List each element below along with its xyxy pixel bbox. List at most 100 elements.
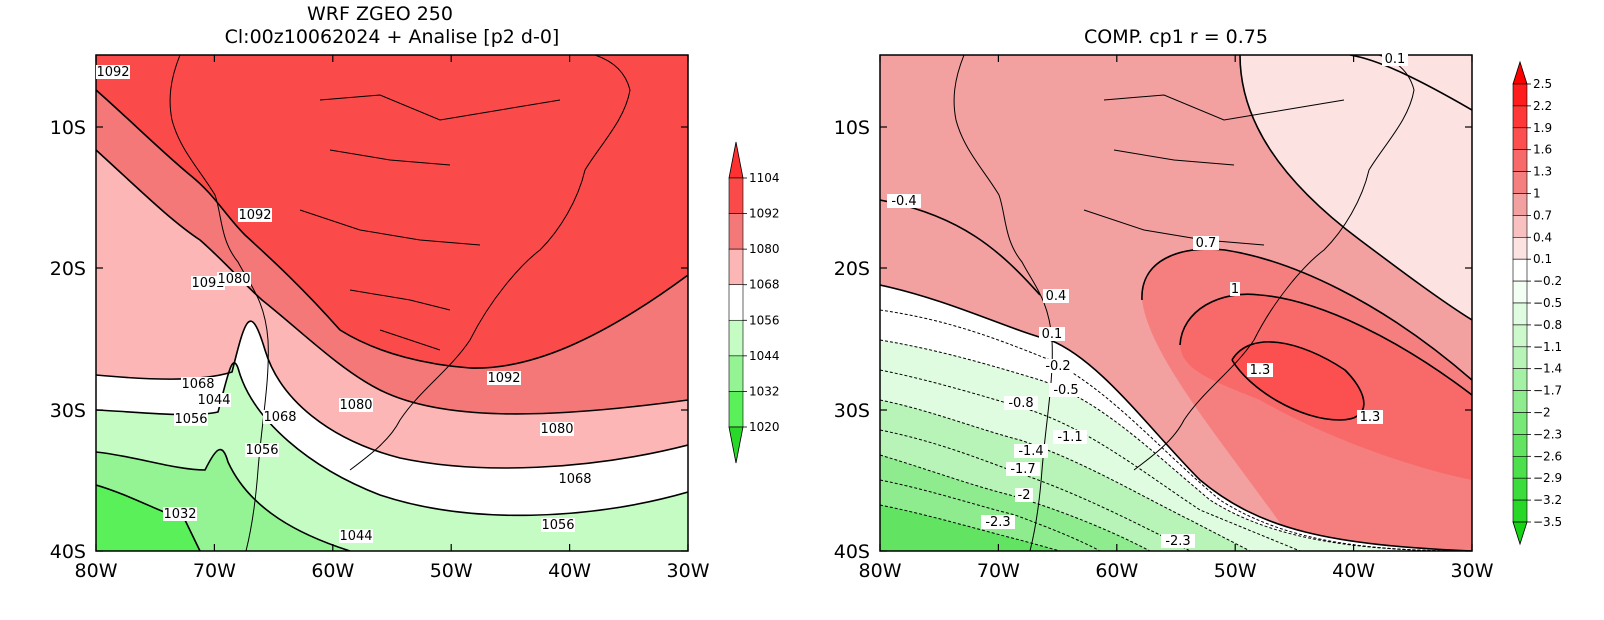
contour-label: 0.1 [1385, 52, 1406, 67]
contour-label-bg [1039, 327, 1065, 341]
contour-label: -1.7 [1010, 462, 1035, 477]
contour-label: 0.1 [1042, 327, 1063, 342]
contour-label-bg [558, 472, 592, 486]
right-contour-labels: 0.1-0.40.70.4 10.1-0.2-0.5-0.81.31.3-1.1-… [887, 52, 1408, 549]
colorbar-band [1512, 434, 1528, 457]
colorbar-band [728, 248, 744, 286]
contour-label: 0.7 [1196, 236, 1217, 251]
colorbar-band [1512, 499, 1528, 523]
lon-label: 40W [1332, 560, 1375, 582]
colorbar-band [1512, 302, 1528, 326]
contour-label: -2.3 [985, 515, 1010, 530]
colorbar-label: −2 [1533, 406, 1551, 420]
contour-label-bg [540, 422, 574, 436]
colorbar-label: 1104 [749, 171, 780, 185]
contour-label-bg [1014, 444, 1048, 458]
colorbar-label: 1056 [749, 313, 780, 327]
left-map-panel: WRF ZGEO 250 Cl:00z10062024 + Analise [p… [50, 3, 780, 582]
lon-label: 30W [667, 560, 710, 582]
colorbar-label: −2.6 [1533, 449, 1562, 463]
right-colorbar: 2.5 2.2 1.9 1.6 1.3 1 0.7 0.4 0.1 −0.2 −0.5 −0.8 −1.… [1512, 60, 1562, 546]
colorbar-top-arrow [1512, 60, 1528, 85]
right-map-panel: COMP. cp1 r = 0.75 [834, 26, 1562, 582]
colorbar-label: −0.5 [1533, 296, 1562, 310]
colorbar-band [1512, 105, 1528, 129]
contour-label: -2 [1018, 488, 1031, 503]
colorbar-band [728, 177, 744, 214]
colorbar-label: 1032 [749, 384, 780, 398]
colorbar-label: 1.3 [1533, 165, 1552, 179]
lat-label: 30S [50, 400, 86, 422]
colorbar-band [1512, 127, 1528, 151]
colorbar-label: −3.2 [1533, 493, 1562, 507]
contour-label: -2.3 [1165, 534, 1190, 549]
contour-label-bg [245, 443, 279, 457]
contour-label: 1056 [245, 443, 278, 458]
contour-label: -0.2 [1045, 359, 1070, 374]
contour-label: 1056 [174, 412, 207, 427]
contour-label: -1.1 [1057, 430, 1082, 445]
contour-label: -0.4 [891, 194, 916, 209]
contour-label-bg [541, 518, 575, 532]
contour-label-bg [1193, 236, 1219, 250]
contour-label-bg [1382, 52, 1408, 66]
lon-label: 30W [1451, 560, 1494, 582]
right-map-fields [880, 55, 1472, 551]
contour-label-bg [339, 529, 373, 543]
contour-label-bg [96, 65, 130, 79]
lat-label: 10S [50, 117, 86, 139]
contour-label: -0.8 [1008, 396, 1033, 411]
right-title: COMP. cp1 r = 0.75 [1084, 26, 1268, 48]
field-band-neg2.6 [880, 505, 1060, 551]
contour-label-bg [1006, 462, 1040, 476]
contour-label-bg [1043, 289, 1069, 303]
lat-label: 40S [50, 541, 86, 563]
colorbar-label: −3.5 [1533, 515, 1562, 529]
contour-label-bg [1357, 410, 1383, 424]
contour-label-bg [1049, 383, 1083, 397]
colorbar-label: 1092 [749, 207, 780, 221]
right-coastlines [953, 55, 1415, 551]
colorbar-band [1512, 412, 1528, 435]
contour-label: 1056 [541, 518, 574, 533]
colorbar-label: −0.8 [1533, 318, 1562, 332]
contour-label-bg [217, 272, 251, 286]
colorbar-band [1512, 149, 1528, 172]
colorbar-band [728, 213, 744, 250]
left-title-line2: Cl:00z10062024 + Analise [p2 d-0] [225, 26, 560, 48]
colorbar-band [728, 319, 744, 357]
contour-label-bg [181, 377, 215, 391]
lon-label: 40W [548, 560, 591, 582]
lon-label: 60W [1095, 560, 1138, 582]
contour-label: -0.5 [1053, 383, 1078, 398]
contour-label-bg [1161, 534, 1195, 548]
colorbar-band [728, 284, 744, 321]
colorbar-band [1512, 193, 1528, 216]
lat-label: 30S [834, 400, 870, 422]
colorbar-band [1512, 477, 1528, 501]
colorbar-band [1512, 258, 1528, 282]
colorbar-label: −1.7 [1533, 384, 1562, 398]
field-band-1020 [96, 485, 200, 551]
colorbar-label: 1.6 [1533, 143, 1552, 157]
contour-label: 1044 [339, 529, 372, 544]
contour-label: 1080 [540, 422, 573, 437]
colorbar-band [1512, 455, 1528, 479]
contour-label: 1068 [558, 472, 591, 487]
contour-label: 1.3 [1360, 410, 1381, 425]
contour-label: 1044 [197, 393, 230, 408]
lon-label: 50W [1214, 560, 1257, 582]
contour-label-bg [981, 515, 1015, 529]
contour-label-bg [263, 410, 297, 424]
contour-label-bg [1015, 488, 1033, 502]
contour-label-bg [174, 412, 208, 426]
contour-label-bg [163, 507, 197, 521]
contour-label-bg [487, 371, 521, 385]
colorbar-band [1512, 280, 1528, 304]
lat-label: 20S [834, 258, 870, 280]
left-coastlines [169, 55, 631, 551]
contour-label-bg [1041, 359, 1075, 373]
